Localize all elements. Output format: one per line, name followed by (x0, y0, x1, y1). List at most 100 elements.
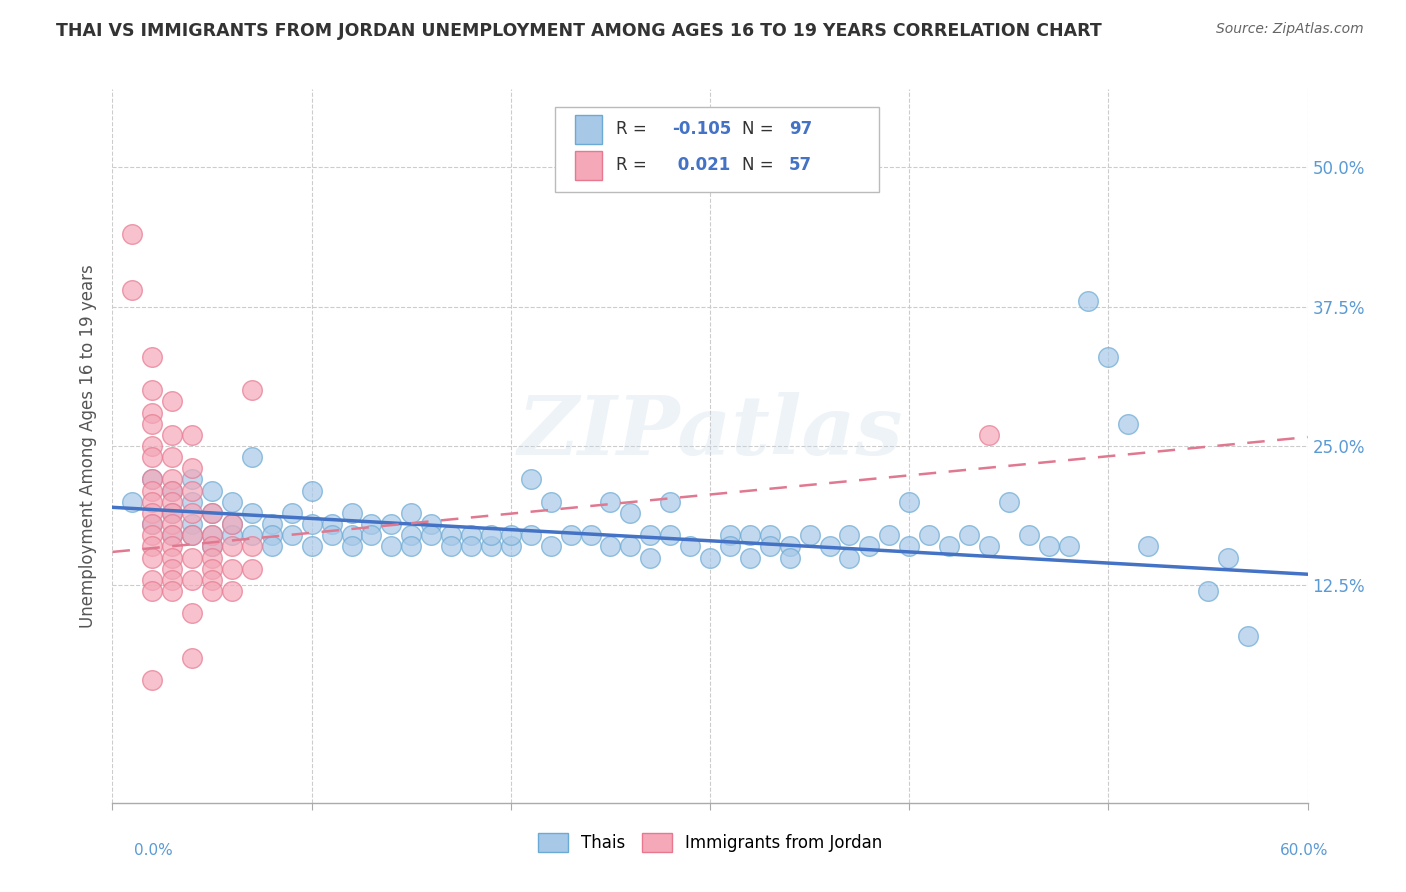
Point (162, 483, 183, 498)
Legend: Thais, Immigrants from Jordan: Thais, Immigrants from Jordan (531, 826, 889, 859)
Point (977, 539, 1000, 553)
Point (201, 550, 224, 565)
Point (162, 506, 183, 520)
Point (181, 472, 204, 486)
Point (121, 227, 143, 241)
Point (221, 583, 243, 598)
Point (640, 550, 662, 565)
Text: THAI VS IMMIGRANTS FROM JORDAN UNEMPLOYMENT AMONG AGES 16 TO 19 YEARS CORRELATIO: THAI VS IMMIGRANTS FROM JORDAN UNEMPLOYM… (56, 22, 1102, 40)
Point (201, 506, 224, 520)
Point (460, 528, 482, 542)
Point (181, 427, 204, 442)
Point (340, 539, 363, 553)
Point (162, 550, 183, 565)
Point (1118, 417, 1140, 431)
Point (998, 494, 1021, 508)
Point (877, 528, 901, 542)
Point (759, 539, 782, 553)
Point (1018, 528, 1040, 542)
Point (181, 528, 204, 542)
Point (1137, 539, 1160, 553)
Point (141, 516, 163, 531)
Point (162, 472, 183, 486)
Point (301, 516, 323, 531)
Point (718, 539, 741, 553)
Text: N =: N = (742, 156, 773, 174)
Point (181, 461, 204, 475)
Text: R =: R = (616, 156, 647, 174)
Point (201, 528, 224, 542)
Point (340, 506, 363, 520)
Point (401, 539, 423, 553)
Point (162, 427, 183, 442)
Point (141, 405, 163, 419)
Point (1237, 628, 1260, 642)
Point (181, 550, 204, 565)
Text: 0.021: 0.021 (672, 156, 730, 174)
Point (499, 539, 522, 553)
Point (162, 562, 183, 576)
Point (181, 607, 204, 621)
Point (440, 528, 463, 542)
Text: Source: ZipAtlas.com: Source: ZipAtlas.com (1216, 22, 1364, 37)
Point (520, 528, 543, 542)
Point (201, 506, 224, 520)
Point (221, 494, 243, 508)
Point (1038, 539, 1060, 553)
Point (479, 539, 502, 553)
Point (779, 539, 801, 553)
Point (401, 506, 423, 520)
Point (401, 528, 423, 542)
Point (162, 528, 183, 542)
Point (240, 528, 263, 542)
Point (380, 539, 402, 553)
Point (838, 528, 860, 542)
Point (201, 539, 224, 553)
Point (420, 528, 443, 542)
Point (1097, 350, 1119, 364)
Point (240, 383, 263, 397)
Point (1077, 293, 1099, 308)
Point (1197, 583, 1219, 598)
Point (141, 450, 163, 464)
Point (162, 539, 183, 553)
Point (420, 516, 443, 531)
Point (162, 483, 183, 498)
Point (162, 394, 183, 409)
Point (162, 450, 183, 464)
Text: 57: 57 (789, 156, 811, 174)
Point (301, 539, 323, 553)
Point (121, 283, 143, 297)
Point (619, 539, 641, 553)
Point (162, 494, 183, 508)
Point (121, 494, 143, 508)
Y-axis label: Unemployment Among Ages 16 to 19 years: Unemployment Among Ages 16 to 19 years (79, 264, 97, 628)
Point (201, 528, 224, 542)
Point (141, 550, 163, 565)
Point (181, 516, 204, 531)
Text: 97: 97 (789, 120, 813, 138)
Point (141, 494, 163, 508)
Point (201, 539, 224, 553)
Point (918, 528, 941, 542)
Point (141, 583, 163, 598)
Point (162, 516, 183, 531)
Point (699, 550, 721, 565)
Point (181, 573, 204, 587)
Point (141, 483, 163, 498)
Point (181, 651, 204, 665)
Point (779, 550, 801, 565)
Point (260, 539, 283, 553)
Point (260, 516, 283, 531)
Point (240, 506, 263, 520)
Point (181, 483, 204, 498)
Point (340, 528, 363, 542)
Point (141, 673, 163, 687)
Point (380, 516, 402, 531)
Point (619, 506, 641, 520)
Point (321, 516, 343, 531)
Point (240, 539, 263, 553)
Point (579, 528, 602, 542)
Point (838, 550, 860, 565)
Text: R =: R = (616, 120, 647, 138)
